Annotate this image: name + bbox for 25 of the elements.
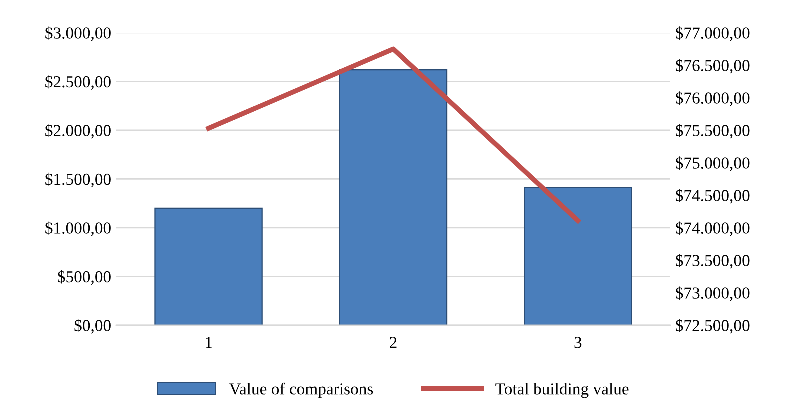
legend-label: Value of comparisons	[229, 382, 374, 398]
y-tick-label: $500,00	[58, 270, 111, 286]
y2-tick-label: $76.000,00	[676, 92, 750, 106]
y2-tick-label: $74.000,00	[676, 222, 750, 236]
x-tick-label: 2	[390, 337, 397, 348]
y-tick-label: $2.000,00	[46, 124, 111, 139]
y2-tick-label: $72.500,00	[676, 319, 750, 334]
y-tick-label: $1.000,00	[46, 222, 111, 236]
y2-tick-label: $77.000,00	[676, 26, 750, 42]
y2-tick-label: $76.500,00	[676, 59, 750, 74]
x-tick-label: 1	[206, 337, 212, 348]
y-tick-label: $0,00	[74, 319, 111, 334]
y-tick-label: $3.000,00	[46, 26, 111, 42]
y2-tick-label: $73.500,00	[676, 254, 750, 269]
y2-tick-label: $75.500,00	[676, 124, 750, 139]
bar	[524, 187, 632, 326]
y-tick-label: $2.500,00	[46, 75, 111, 90]
y2-tick-label: $73.000,00	[676, 286, 750, 302]
x-tick-label: 3	[574, 337, 582, 348]
bar	[154, 208, 263, 326]
y2-tick-label: $75.000,00	[676, 156, 750, 172]
y-tick-label: $1.500,00	[46, 172, 111, 188]
bar	[339, 69, 448, 326]
y2-tick-label: $74.500,00	[676, 189, 750, 204]
legend-label: Total building value	[496, 383, 629, 398]
